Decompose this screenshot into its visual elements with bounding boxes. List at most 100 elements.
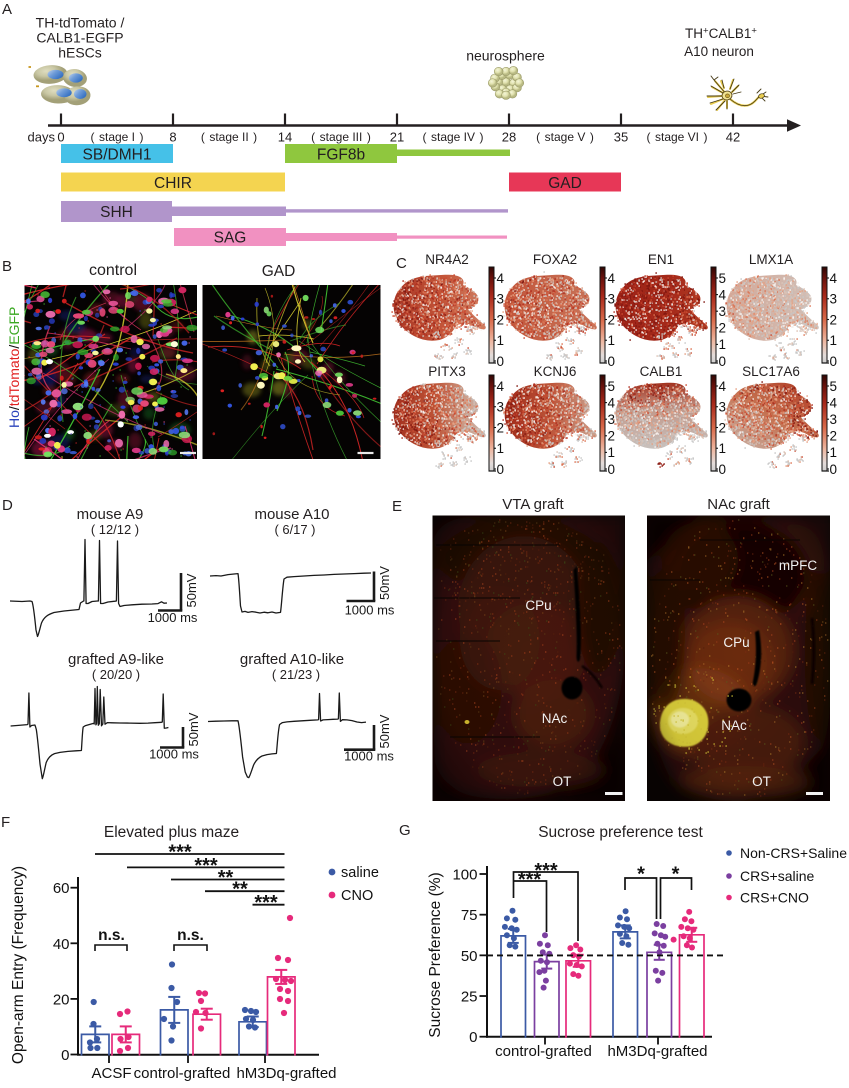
svg-text:OT: OT xyxy=(553,774,572,789)
svg-text:2: 2 xyxy=(608,429,616,444)
svg-text:CALB1: CALB1 xyxy=(640,364,683,379)
svg-text:CRS+CNO: CRS+CNO xyxy=(740,890,809,906)
svg-text:0: 0 xyxy=(830,354,838,369)
svg-text:grafted A10-like: grafted A10-like xyxy=(240,651,344,668)
svg-text:saline: saline xyxy=(341,865,379,881)
svg-text:0: 0 xyxy=(608,462,616,477)
svg-text:35: 35 xyxy=(614,130,628,145)
svg-text:LMX1A: LMX1A xyxy=(749,252,793,267)
svg-text:4: 4 xyxy=(497,271,505,286)
svg-text:SB/DMH1: SB/DMH1 xyxy=(83,147,152,164)
svg-text:0: 0 xyxy=(57,130,64,145)
svg-text:Sucrose preference test: Sucrose preference test xyxy=(538,824,703,841)
svg-text:neurosphere: neurosphere xyxy=(466,48,545,64)
svg-text:75: 75 xyxy=(461,907,478,924)
svg-text:NAc: NAc xyxy=(721,718,747,733)
svg-text:4: 4 xyxy=(608,271,616,286)
svg-text:control-grafted: control-grafted xyxy=(495,1043,592,1060)
svg-text:SHH: SHH xyxy=(100,204,133,221)
svg-text:Ho/tdTomato/EGFP: Ho/tdTomato/EGFP xyxy=(6,307,22,428)
svg-text:NAc graft: NAc graft xyxy=(707,496,770,513)
svg-text:GAD: GAD xyxy=(548,175,582,192)
svg-text:5: 5 xyxy=(830,379,838,394)
svg-text:5: 5 xyxy=(719,271,727,286)
svg-text:0: 0 xyxy=(830,462,838,477)
svg-text:1: 1 xyxy=(608,333,616,348)
svg-text:1: 1 xyxy=(830,333,838,348)
svg-text:ACSF: ACSF xyxy=(91,1065,131,1082)
svg-text:CNO: CNO xyxy=(341,888,373,904)
svg-text:NAc: NAc xyxy=(542,711,568,726)
svg-text:0: 0 xyxy=(497,354,505,369)
svg-text:2: 2 xyxy=(497,420,505,435)
svg-text:Elevated plus maze: Elevated plus maze xyxy=(104,824,239,841)
svg-text:2: 2 xyxy=(497,312,505,327)
svg-text:VTA graft: VTA graft xyxy=(502,496,564,513)
svg-text:50mV: 50mV xyxy=(377,714,392,748)
svg-text:Non-CRS+Saline: Non-CRS+Saline xyxy=(740,845,847,861)
svg-text:KCNJ6: KCNJ6 xyxy=(534,364,577,379)
svg-text:4: 4 xyxy=(497,379,505,394)
svg-text:A: A xyxy=(2,1,12,18)
svg-text:B: B xyxy=(2,258,12,275)
svg-text:*: * xyxy=(637,864,645,886)
svg-text:***: *** xyxy=(194,855,218,877)
svg-text:100: 100 xyxy=(452,867,477,884)
svg-text:control-grafted: control-grafted xyxy=(134,1065,231,1082)
svg-text:28: 28 xyxy=(502,130,516,145)
svg-text:1: 1 xyxy=(830,445,838,460)
svg-text:EN1: EN1 xyxy=(648,252,674,267)
svg-text:1000 ms: 1000 ms xyxy=(345,603,395,618)
svg-text:(stage VI): (stage VI) xyxy=(646,130,707,144)
svg-text:FGF8b: FGF8b xyxy=(317,147,365,164)
svg-text:2: 2 xyxy=(719,321,727,336)
svg-text:E: E xyxy=(392,498,402,515)
svg-text:60: 60 xyxy=(53,880,70,897)
svg-text:Open-arm Entry (Frequency): Open-arm Entry (Frequency) xyxy=(10,866,27,1064)
svg-text:20: 20 xyxy=(53,991,70,1008)
svg-text:3: 3 xyxy=(608,412,616,427)
svg-text:(stage V): (stage V) xyxy=(536,130,594,144)
svg-text:4: 4 xyxy=(719,379,727,394)
svg-text:50mV: 50mV xyxy=(377,566,392,600)
svg-text:5: 5 xyxy=(608,379,616,394)
svg-text:F: F xyxy=(1,814,10,831)
svg-text:25: 25 xyxy=(461,989,478,1006)
svg-text:50mV: 50mV xyxy=(186,712,201,746)
svg-text:(20/20): (20/20) xyxy=(92,667,140,682)
svg-text:**: ** xyxy=(218,867,234,889)
svg-text:3: 3 xyxy=(497,400,505,415)
svg-text:(stage III): (stage III) xyxy=(311,130,371,144)
svg-text:1: 1 xyxy=(497,441,505,456)
svg-text:mouse A10: mouse A10 xyxy=(254,506,329,523)
svg-text:4: 4 xyxy=(830,395,838,410)
svg-text:GAD: GAD xyxy=(262,263,296,280)
svg-text:0: 0 xyxy=(719,462,727,477)
svg-text:(stage I): (stage I) xyxy=(90,130,143,144)
svg-text:CPu: CPu xyxy=(525,598,551,613)
svg-text:21: 21 xyxy=(390,130,404,145)
svg-text:42: 42 xyxy=(726,130,740,145)
svg-text:Sucrose Preference (%): Sucrose Preference (%) xyxy=(427,872,444,1037)
svg-text:4: 4 xyxy=(719,287,727,302)
svg-text:40: 40 xyxy=(53,936,70,953)
svg-text:***: *** xyxy=(168,842,192,864)
svg-text:14: 14 xyxy=(278,130,292,145)
svg-text:(21/23): (21/23) xyxy=(272,667,320,682)
svg-text:SAG: SAG xyxy=(214,230,247,247)
svg-text:hM3Dq-grafted: hM3Dq-grafted xyxy=(236,1065,336,1082)
svg-text:TH+CALB1+: TH+CALB1+ xyxy=(685,26,757,42)
svg-text:CPu: CPu xyxy=(723,635,749,650)
svg-text:2: 2 xyxy=(719,420,727,435)
svg-text:8: 8 xyxy=(169,130,176,145)
svg-text:1: 1 xyxy=(608,445,616,460)
svg-text:4: 4 xyxy=(830,271,838,286)
svg-text:50: 50 xyxy=(461,948,478,965)
svg-text:grafted A9-like: grafted A9-like xyxy=(68,651,164,668)
svg-text:n.s.: n.s. xyxy=(177,927,204,944)
svg-text:(12/12): (12/12) xyxy=(91,522,139,537)
svg-text:hM3Dq-grafted: hM3Dq-grafted xyxy=(607,1043,707,1060)
svg-text:SLC17A6: SLC17A6 xyxy=(742,364,800,379)
svg-text:n.s.: n.s. xyxy=(98,927,125,944)
svg-text:days: days xyxy=(28,130,56,145)
